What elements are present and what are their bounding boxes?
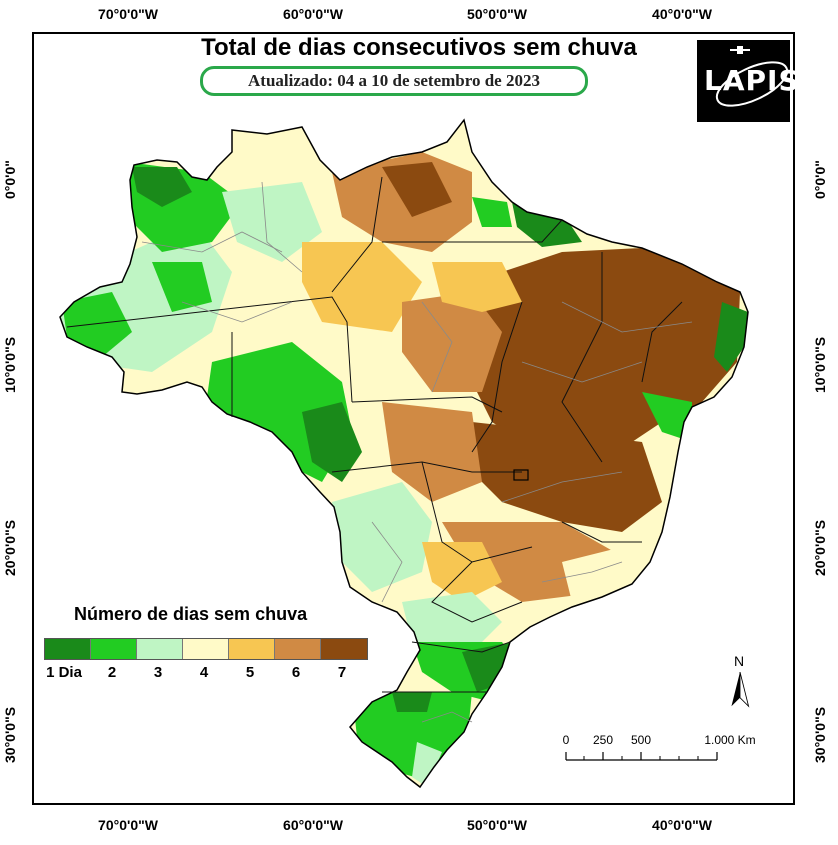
- federal-district-border: [513, 469, 529, 481]
- north-label: N: [734, 653, 745, 669]
- legend-swatch-2: [91, 639, 137, 659]
- legend-swatch-1: [45, 639, 91, 659]
- lapis-logo: LAPIS: [697, 40, 799, 122]
- map-frame: [32, 32, 795, 805]
- logo-text: LAPIS: [704, 64, 800, 97]
- satellite-icon: [715, 46, 789, 107]
- latitude-label-right-0: 0°0'0": [812, 160, 828, 200]
- longitude-label-bottom-60w: 60°0'0"W: [283, 817, 343, 833]
- scale-label-250: 250: [592, 733, 614, 747]
- longitude-label-top-50w: 50°0'0"W: [467, 6, 527, 22]
- latitude-label-left-0: 0°0'0": [2, 160, 18, 200]
- state-borders: [66, 176, 683, 693]
- legend-swatch-7: [321, 639, 367, 659]
- legend-label-5: 5: [245, 664, 255, 681]
- longitude-label-bottom-40w: 40°0'0"W: [652, 817, 712, 833]
- scale-label-1000: 1.000 Km: [704, 733, 756, 747]
- latitude-label-left-30s: 30°0'0"S: [2, 706, 18, 764]
- update-date-badge: Atualizado: 04 a 10 de setembro de 2023: [200, 66, 588, 96]
- legend-label-6: 6: [291, 664, 301, 681]
- latitude-label-left-20s: 20°0'0"S: [2, 519, 18, 577]
- legend-label-1: 1 Dia: [46, 664, 82, 681]
- longitude-label-top-60w: 60°0'0"W: [283, 6, 343, 22]
- legend-label-4: 4: [199, 664, 209, 681]
- latitude-label-right-20s: 20°0'0"S: [812, 519, 828, 577]
- latitude-label-left-10s: 10°0'0"S: [2, 336, 18, 394]
- scale-bar: [565, 752, 718, 761]
- region-borders: [141, 181, 693, 723]
- north-arrow-icon: [731, 672, 750, 708]
- longitude-label-top-70w: 70°0'0"W: [98, 6, 158, 22]
- country-border: [59, 118, 749, 789]
- legend-label-2: 2: [107, 664, 117, 681]
- legend-swatch-6: [275, 639, 321, 659]
- longitude-label-top-40w: 40°0'0"W: [652, 6, 712, 22]
- legend-color-bar: [44, 638, 368, 660]
- brazil-map: [59, 118, 749, 789]
- map-title: Total de dias consecutivos sem chuva: [201, 34, 637, 61]
- longitude-label-bottom-70w: 70°0'0"W: [98, 817, 158, 833]
- scale-label-0: 0: [562, 733, 570, 747]
- legend-swatch-3: [137, 639, 183, 659]
- legend-label-7: 7: [337, 664, 347, 681]
- precipitation-choropleth: [60, 120, 748, 787]
- latitude-label-right-30s: 30°0'0"S: [812, 706, 828, 764]
- latitude-label-right-10s: 10°0'0"S: [812, 336, 828, 394]
- legend-title: Número de dias sem chuva: [74, 604, 308, 624]
- longitude-label-bottom-50w: 50°0'0"W: [467, 817, 527, 833]
- legend-swatch-5: [229, 639, 275, 659]
- legend-swatch-4: [183, 639, 229, 659]
- legend-label-3: 3: [153, 664, 163, 681]
- scale-label-500: 500: [630, 733, 652, 747]
